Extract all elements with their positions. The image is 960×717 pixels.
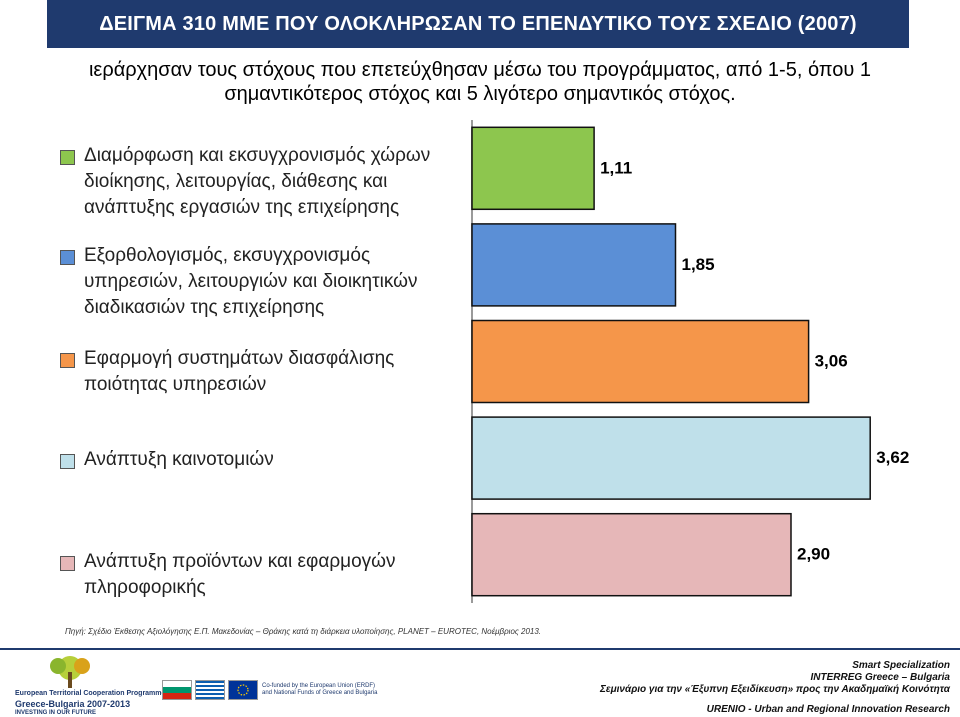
bar-3 (471, 319, 810, 404)
legend-item-4: Ανάπτυξη καινοτομιών (60, 447, 460, 473)
legend-label: Ανάπτυξη προϊόντων και εφαρμογών πληροφο… (84, 551, 396, 598)
chart-subtitle: ιεράρχησαν τους στόχους που επετεύχθησαν… (40, 58, 920, 106)
subtitle-line-2: σημαντικότερος στόχος και 5 λιγότερο σημ… (224, 83, 736, 105)
legend-swatch (60, 454, 75, 469)
data-label-4: 3,62 (876, 448, 909, 467)
legend-item-2: Εξορθολογισμός, εκσυγχρονισμός υπηρεσιών… (60, 243, 460, 321)
legend-item-1: Διαμόρφωση και εκσυγχρονισμός χώρων διοί… (60, 143, 460, 221)
bar-1 (471, 126, 595, 211)
footer-divider (0, 648, 960, 650)
logo-line-2: Greece-Bulgaria 2007-2013 (15, 699, 131, 709)
legend-swatch (60, 150, 75, 165)
data-label-5: 2,90 (797, 545, 830, 564)
footer-line-2: INTERREG Greece – Bulgaria (810, 672, 951, 683)
bar-5 (471, 512, 792, 597)
programme-logo: European Territorial Cooperation Program… (10, 652, 165, 717)
source-note: Πηγή: Σχέδιο Έκθεσης Αξιολόγησης Ε.Π. Μα… (65, 627, 542, 636)
footer-credits: Smart Specialization INTERREG Greece – B… (600, 660, 950, 716)
greece-flag-icon (195, 680, 225, 700)
footer-line-3: Σεμινάριο για την «Έξυπνη Εξειδίκευση» π… (599, 684, 950, 695)
legend-swatch (60, 250, 75, 265)
bar-2 (471, 223, 677, 307)
slide-title: ΔΕΙΓΜΑ 310 ΜΜΕ ΠΟΥ ΟΛΟΚΛΗΡΩΣΑΝ ΤΟ ΕΠΕΝΔΥ… (47, 0, 909, 48)
bar-chart: 1,11 1,85 3,06 3,62 2,90 (471, 120, 909, 603)
eu-flag-icon (228, 680, 258, 700)
legend-label: Ανάπτυξη καινοτομιών (84, 449, 274, 470)
legend-item-5: Ανάπτυξη προϊόντων και εφαρμογών πληροφο… (60, 549, 460, 601)
tree-logo-icon (50, 656, 90, 688)
legend-label: Εξορθολογισμός, εκσυγχρονισμός υπηρεσιών… (84, 245, 418, 318)
legend-item-3: Εφαρμογή συστημάτων διασφάλισης ποιότητα… (60, 346, 460, 398)
legend-swatch (60, 556, 75, 571)
cofund-note: Co-funded by the European Union (ERDF) a… (262, 683, 378, 696)
legend-label: Διαμόρφωση και εκσυγχρονισμός χώρων διοί… (84, 145, 431, 218)
subtitle-line-1: ιεράρχησαν τους στόχους που επετεύχθησαν… (88, 59, 872, 81)
data-label-3: 3,06 (815, 352, 848, 371)
legend-label: Εφαρμογή συστημάτων διασφάλισης ποιότητα… (84, 348, 395, 395)
logo-line-1: European Territorial Cooperation Program… (15, 690, 166, 697)
bar-4 (471, 416, 871, 500)
footer-line-1: Smart Specialization (852, 660, 950, 671)
legend-swatch (60, 353, 75, 368)
bulgaria-flag-icon (162, 680, 192, 700)
data-label-2: 1,85 (682, 255, 715, 274)
footer-line-4: URENIO - Urban and Regional Innovation R… (706, 704, 950, 715)
logo-line-3: INVESTING IN OUR FUTURE (15, 710, 97, 716)
data-label-1: 1,11 (600, 158, 632, 177)
